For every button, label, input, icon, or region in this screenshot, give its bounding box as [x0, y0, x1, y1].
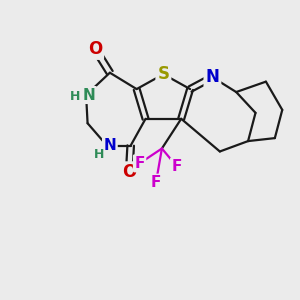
Text: F: F [151, 175, 161, 190]
Text: N: N [206, 68, 219, 86]
Text: H: H [70, 90, 80, 103]
Text: H: H [93, 148, 104, 161]
Text: F: F [172, 159, 182, 174]
Text: O: O [88, 40, 102, 58]
Text: O: O [122, 163, 136, 181]
Text: S: S [158, 65, 169, 83]
Text: F: F [134, 156, 145, 171]
Text: N: N [83, 88, 95, 103]
Text: N: N [103, 138, 116, 153]
